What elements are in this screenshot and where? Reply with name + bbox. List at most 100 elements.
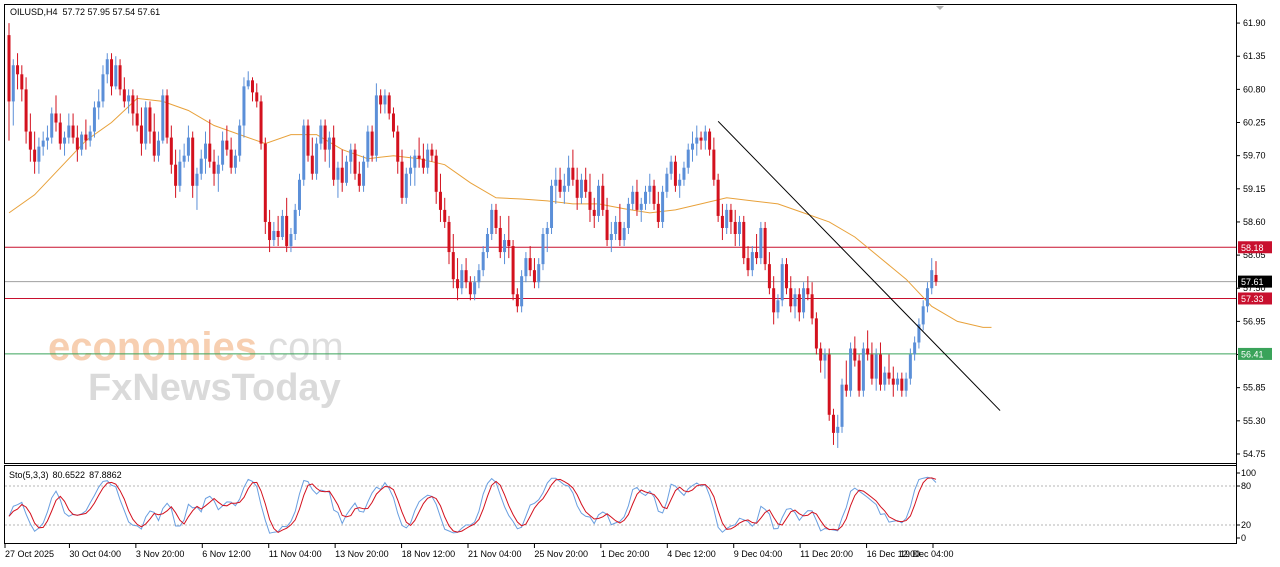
candle-body (665, 173, 669, 192)
candle-body (648, 185, 652, 192)
candle-body (866, 348, 870, 355)
candle-body (84, 134, 88, 141)
candle-body (460, 270, 464, 289)
candle-body (891, 378, 895, 385)
candle-body (921, 306, 925, 325)
candle-body (122, 89, 126, 102)
candle-body (357, 173, 361, 186)
candle-body (584, 179, 588, 192)
candle-body (340, 167, 344, 183)
candles (7, 23, 938, 448)
candle-body (733, 221, 737, 234)
price-tick-label: 61.90 (1243, 18, 1266, 28)
time-tick-label: 19 Dec 04:00 (900, 549, 954, 559)
candle-body (759, 227, 763, 259)
candle-body (639, 203, 643, 210)
candle-body (703, 131, 707, 141)
price-badge (1238, 292, 1272, 305)
shift-marker-icon[interactable] (936, 6, 944, 10)
time-tick-label: 16 Dec 12:00 (867, 549, 921, 559)
candle-body (169, 137, 173, 165)
candle-body (874, 354, 878, 379)
candle-body (374, 95, 378, 156)
indicator-frame (4, 465, 1237, 544)
price-tick-label: 59.15 (1243, 184, 1266, 194)
moving-average-line[interactable] (8, 97, 992, 328)
candle-body (601, 185, 605, 210)
candle-body (353, 149, 357, 174)
candle-body (75, 137, 79, 150)
candle-body (524, 258, 528, 277)
candle-body (268, 221, 272, 241)
candle-body (344, 161, 348, 183)
candle-body (695, 137, 699, 144)
candle-body (456, 279, 460, 289)
candle-body (934, 274, 938, 282)
candle-body (195, 173, 199, 186)
candle-body (729, 209, 733, 222)
candle-body (708, 131, 712, 150)
watermark-line2: FxNewsToday (88, 367, 341, 409)
candle-body (71, 125, 75, 138)
price-badge-label: 56.41 (1241, 349, 1264, 359)
candle-body (7, 35, 11, 102)
candle-body (545, 227, 549, 234)
candle-body (520, 276, 524, 307)
candle-body (562, 185, 566, 192)
candle-body (229, 149, 233, 168)
candle-body (417, 155, 421, 159)
candle-body (896, 378, 900, 385)
candle-body (853, 348, 857, 361)
candle-body (379, 95, 383, 105)
stochastic-tick-label: 80 (1241, 481, 1251, 491)
trendline-group[interactable] (717, 120, 1001, 411)
candle-body (900, 378, 904, 391)
candle-body (528, 258, 532, 271)
time-tick-label: 11 Dec 20:00 (800, 549, 853, 559)
candle-body (802, 288, 806, 313)
candle-body (310, 155, 314, 174)
candle-body (110, 59, 114, 87)
candle-body (622, 227, 626, 241)
candle-body (810, 294, 814, 319)
candle-body (366, 131, 370, 162)
candle-body (844, 384, 848, 391)
candle-body (485, 234, 489, 253)
candle-body (208, 143, 212, 162)
candle-body (618, 221, 622, 241)
price-badge (1238, 241, 1272, 254)
ohlc-readout: 57.72 57.95 57.54 57.61 (63, 7, 161, 17)
candle-body (772, 288, 776, 313)
candle-body (870, 354, 874, 379)
candle-body (242, 86, 246, 126)
candle-body (323, 125, 327, 150)
candle-body (836, 426, 840, 433)
watermark-line1: economies.com (48, 325, 344, 369)
price-badge-label: 57.33 (1241, 294, 1264, 304)
time-tick-label: 6 Nov 12:00 (202, 549, 251, 559)
candle-body (118, 65, 122, 90)
candle-body (716, 179, 720, 216)
candle-body (396, 131, 400, 162)
candle-body (135, 113, 139, 126)
candle-body (426, 149, 430, 168)
candle-body (511, 246, 515, 295)
candle-body (67, 125, 71, 138)
candle-body (746, 258, 750, 271)
candle-body (673, 161, 677, 186)
candle-body (250, 80, 254, 93)
candle-body (481, 252, 485, 271)
candle-body (473, 282, 477, 295)
candle-body (669, 161, 673, 174)
candle-body (490, 209, 494, 234)
time-tick-label: 11 Nov 04:00 (269, 549, 322, 559)
candle-body (776, 300, 780, 313)
candle-body (451, 252, 455, 280)
candle-body (725, 209, 729, 228)
time-tick-label: 4 Dec 12:00 (667, 549, 716, 559)
time-tick-label: 21 Nov 04:00 (468, 549, 522, 559)
descending-trendline[interactable] (717, 120, 1001, 411)
candle-body (127, 95, 131, 102)
candle-body (883, 372, 887, 385)
